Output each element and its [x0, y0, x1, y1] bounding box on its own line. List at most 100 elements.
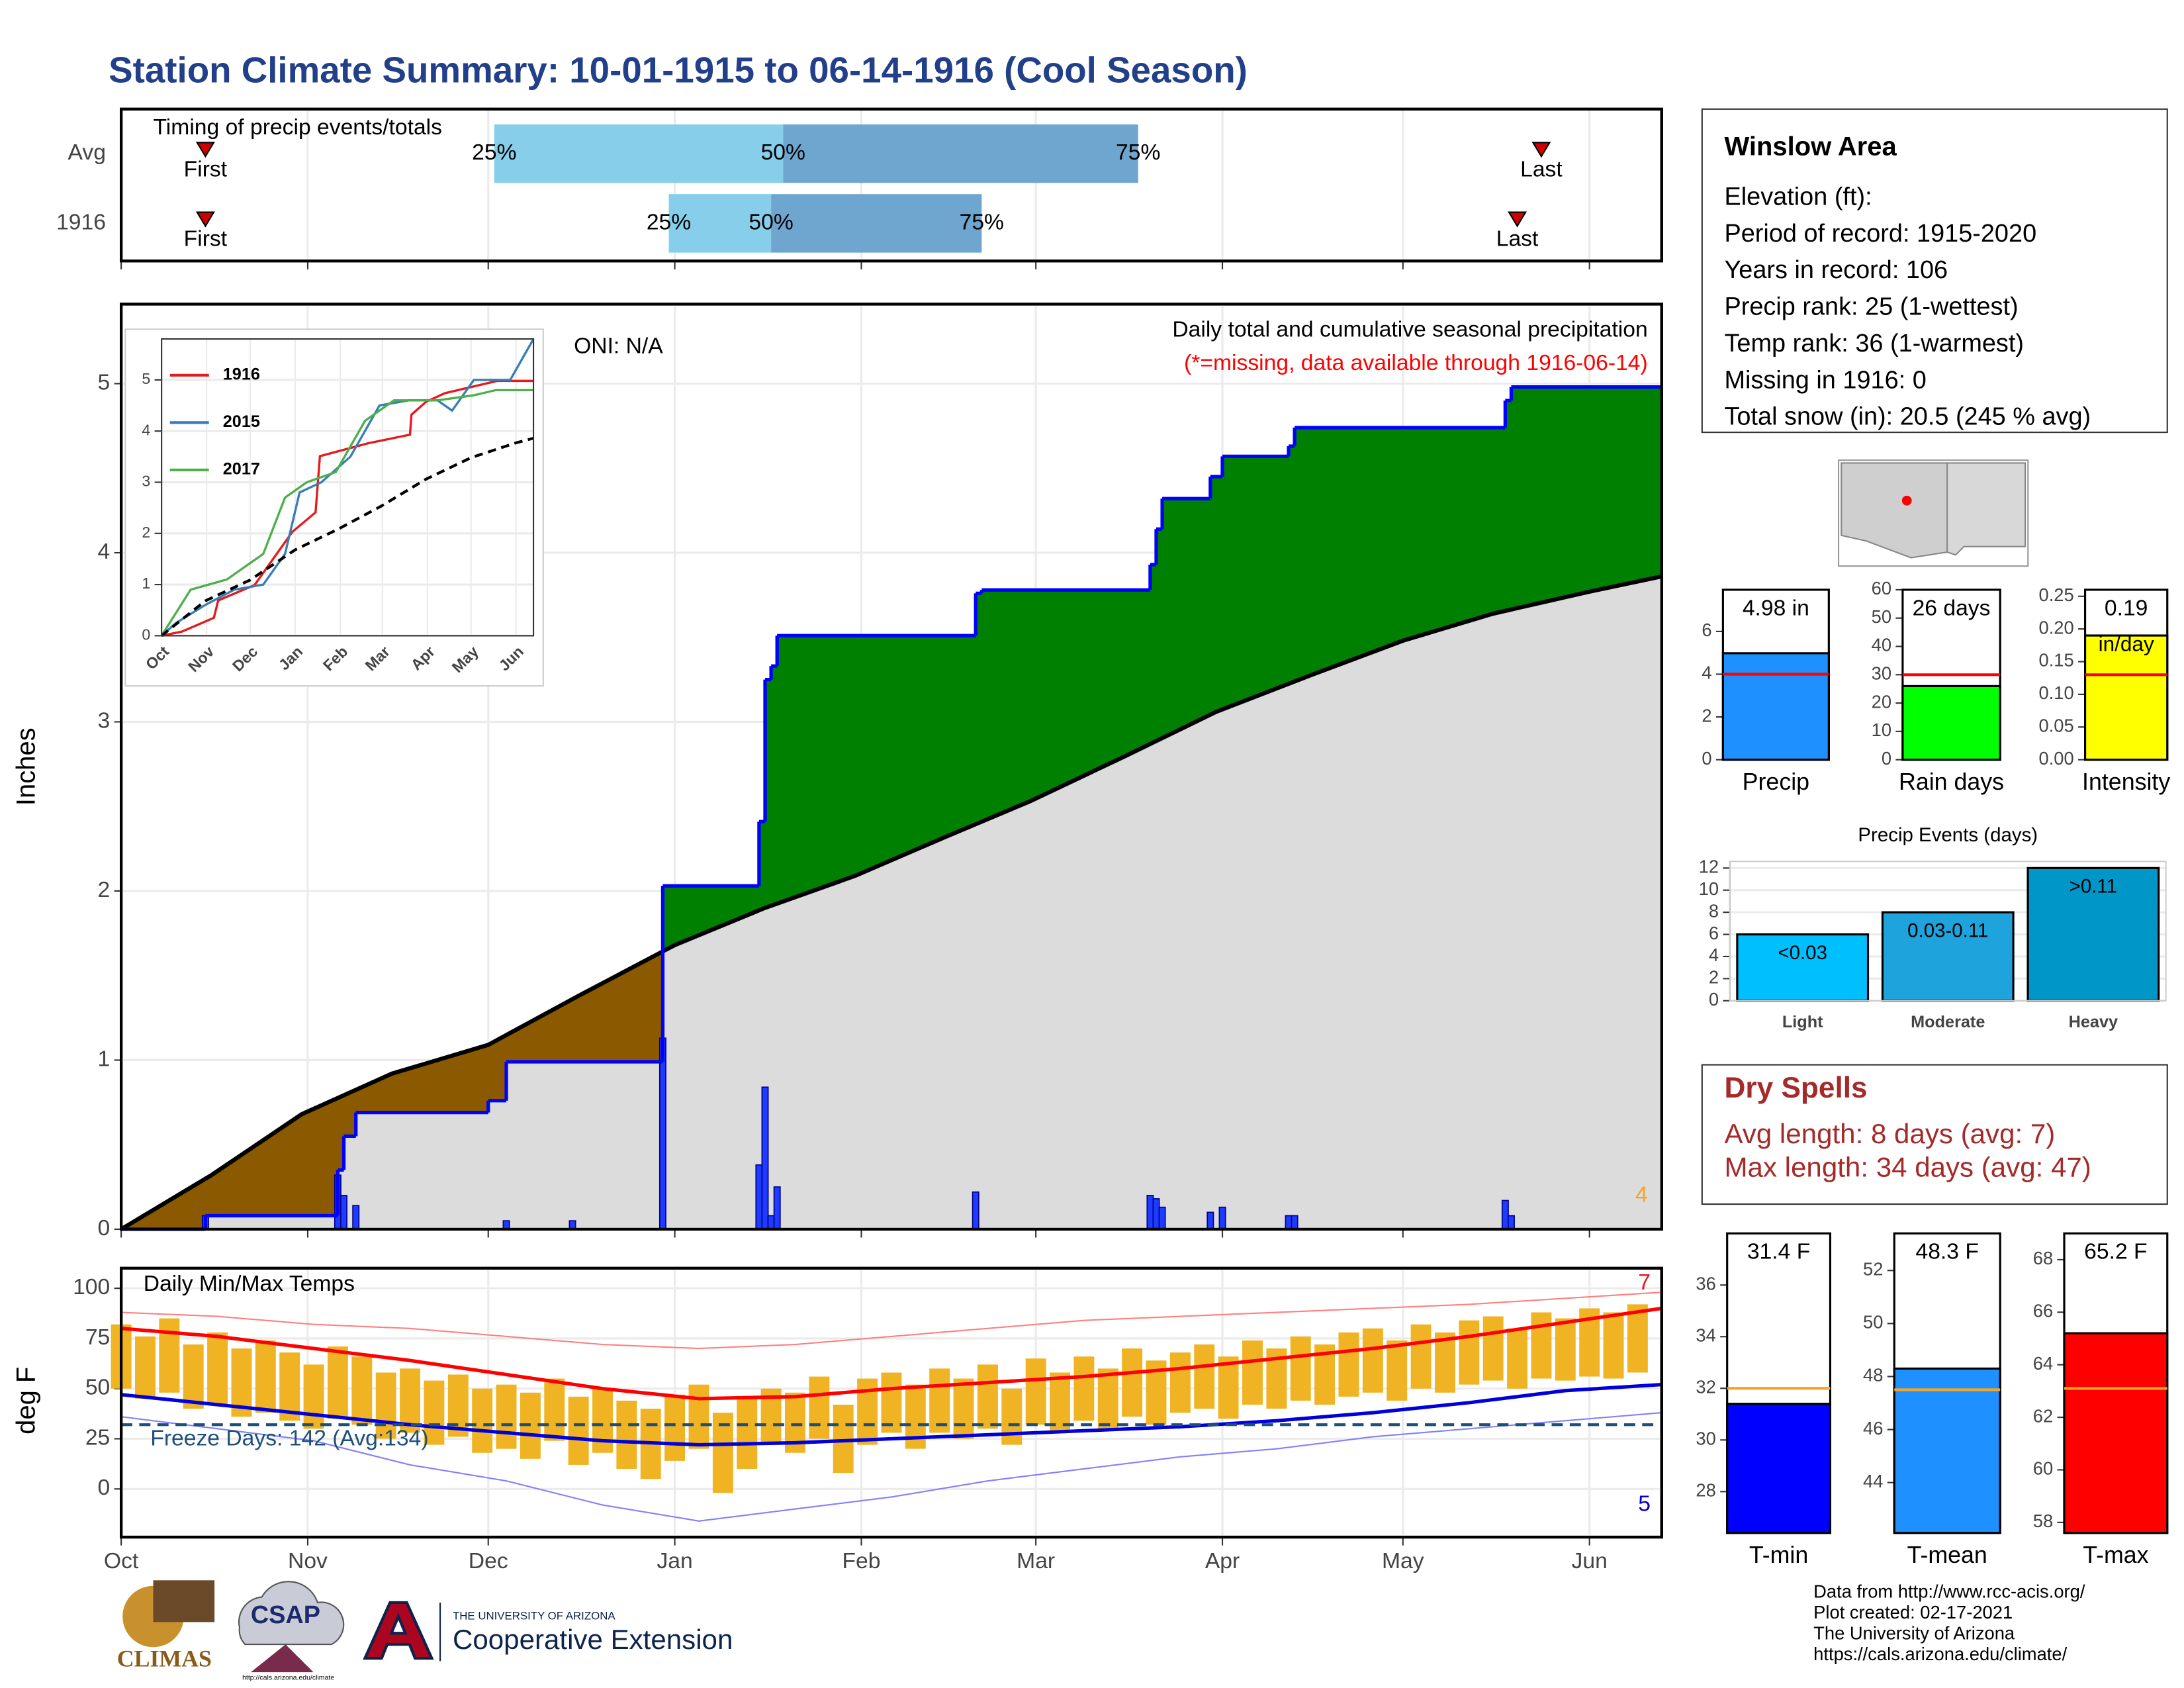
value-label: 65.2 F [2084, 1240, 2147, 1264]
daily-temp-range [1242, 1340, 1263, 1405]
event-marker [1508, 211, 1527, 228]
daily-precip-bar [352, 1205, 360, 1230]
y-tick-label: 50 [1872, 606, 1891, 627]
daily-temp-range [688, 1384, 709, 1449]
info-line: Years in record: 106 [1724, 256, 1948, 284]
footer-line: Data from http://www.rcc-acis.org/ [1813, 1581, 2085, 1601]
y-axis-label: deg F [12, 1367, 41, 1434]
info-line: Elevation (ft): [1724, 183, 1872, 211]
info-line: Precip rank: 25 (1-wettest) [1724, 293, 2018, 321]
x-tick-label: Mar [1017, 1549, 1055, 1573]
daily-temp-range [400, 1368, 420, 1433]
y-tick-label: 1 [98, 1047, 111, 1071]
daily-temp-range [1218, 1356, 1239, 1419]
daily-temp-range [568, 1396, 589, 1465]
bin-label: 0.03-0.11 [1907, 919, 1988, 941]
y-tick-label: 0.10 [2039, 682, 2074, 703]
event-marker [1531, 142, 1551, 158]
chart-title: Precip Events (days) [1858, 824, 2038, 846]
y-tick-label: 0.20 [2039, 617, 2074, 637]
daily-temp-range [183, 1344, 204, 1409]
category-label: Light [1782, 1013, 1823, 1031]
y-axis-label: Inches [12, 727, 41, 806]
record-line [121, 1291, 1662, 1350]
average-line [120, 1306, 1662, 1401]
daily-temp-range [1338, 1332, 1359, 1397]
dry-spell-line: Max length: 34 days (avg: 47) [1724, 1152, 2091, 1183]
plot-frame [1729, 861, 2167, 1002]
category-label: Rain days [1899, 769, 2004, 795]
value-label: 31.4 F [1747, 1240, 1810, 1264]
category-label: T-max [2083, 1542, 2148, 1568]
dry-spells-box [1701, 1064, 2168, 1205]
plot-frame [119, 303, 1663, 1231]
daily-temp-range [135, 1336, 156, 1399]
y-tick-label: 4 [98, 539, 111, 564]
logo-text: CLIMAS [117, 1646, 212, 1672]
daily-temp-range [1362, 1328, 1383, 1393]
daily-precip-bar [767, 1215, 775, 1230]
x-tick-label: Jan [657, 1549, 692, 1573]
y-tick-label: 34 [1696, 1325, 1715, 1345]
y-tick-label: 12 [1699, 857, 1719, 877]
timing-title: Timing of precip events/totals [154, 115, 442, 140]
series-line [161, 379, 534, 637]
dry-spell-line: Avg length: 8 days (avg: 7) [1724, 1118, 2055, 1149]
chart-title: Daily total and cumulative seasonal prec… [1172, 317, 1647, 342]
bar [2063, 1332, 2169, 1534]
row-label: 1916 [56, 210, 106, 234]
bar [1893, 1367, 2001, 1534]
event-label: First [184, 227, 228, 252]
bar [1726, 1403, 1832, 1534]
daily-temp-range [881, 1372, 902, 1433]
daily-temp-range [424, 1380, 445, 1445]
series-line [160, 389, 534, 637]
quartile-label: 75% [1116, 140, 1160, 165]
y-tick-label: 4 [1709, 945, 1719, 965]
bar [1736, 933, 1870, 1002]
quartile-label: 50% [761, 140, 805, 165]
daily-temp-range [953, 1378, 974, 1439]
daily-temp-range [255, 1340, 276, 1413]
daily-precip-bar [761, 1086, 769, 1230]
daily-precip-bar [340, 1194, 347, 1230]
y-tick-label: 62 [2033, 1405, 2053, 1426]
x-tick-label: Nov [288, 1549, 328, 1573]
daily-temp-range [207, 1332, 228, 1405]
daily-temp-range [1387, 1340, 1408, 1401]
daily-temp-range [929, 1368, 950, 1433]
annotation: 4 [1635, 1182, 1648, 1207]
daily-temp-range [279, 1352, 300, 1421]
y-tick-label: 0 [1709, 989, 1719, 1009]
info-line: Total snow (in): 20.5 (245 % avg) [1724, 403, 2091, 431]
y-tick-label: 100 [73, 1275, 110, 1299]
category-label: T-min [1749, 1542, 1808, 1568]
y-tick-label: 3 [142, 473, 150, 490]
daily-temp-range [496, 1384, 517, 1449]
daily-temp-range [1073, 1356, 1095, 1421]
state-map [1838, 459, 2029, 567]
daily-temp-range [1555, 1318, 1576, 1381]
daily-temp-range [1531, 1312, 1552, 1379]
x-tick-label: Apr [1205, 1549, 1240, 1573]
daily-temp-range [447, 1374, 469, 1437]
daily-precip-bar [1291, 1215, 1298, 1230]
y-tick-label: 4 [142, 421, 150, 438]
daily-temp-range [1194, 1344, 1215, 1409]
y-tick-label: 58 [2033, 1511, 2053, 1531]
y-tick-label: 64 [2033, 1353, 2053, 1374]
daily-precip-bar [972, 1191, 979, 1230]
daily-precip-bar [1146, 1194, 1154, 1230]
logo-text: CSAP [251, 1601, 320, 1629]
y-tick-label: 5 [142, 370, 150, 387]
row-label: Avg [68, 140, 106, 165]
quartile-bar [668, 194, 772, 253]
bar [1721, 652, 1830, 761]
info-title: Winslow Area [1724, 132, 1897, 161]
legend-label: 2017 [223, 460, 260, 479]
quartile-bar [494, 124, 784, 183]
daily-temp-range [1097, 1368, 1118, 1429]
y-tick-label: 50 [85, 1376, 110, 1400]
x-tick-label: Jun [1572, 1549, 1608, 1573]
